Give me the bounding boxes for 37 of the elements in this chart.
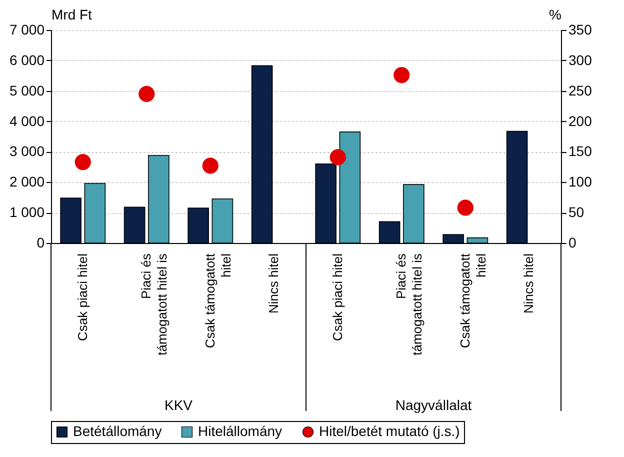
y-tick-label: 2 000 <box>9 174 45 190</box>
y-axis-title: Mrd Ft <box>52 6 92 22</box>
y-tick-label: 6 000 <box>9 52 45 68</box>
y-tick-label: 4 000 <box>9 112 45 129</box>
y2-tick-label: 150 <box>568 143 592 160</box>
y-tick-label: 5 000 <box>9 82 45 98</box>
x-tick-label: Piaci és támogatott hitel is <box>394 253 425 356</box>
x-tick-label: Nincs hitel <box>266 253 282 314</box>
y2-tick-label: 350 <box>568 22 592 38</box>
point <box>457 200 474 216</box>
legend-label: Hitel/betét mutató (j.s.) <box>319 423 460 439</box>
y-tick-label: 7 000 <box>9 22 45 38</box>
legend-label: Hitelállomány <box>198 423 282 439</box>
x-tick-label: Csak piaci hitel <box>330 253 345 341</box>
legend-label: Betétállomány <box>73 423 162 439</box>
x-tick-label: Piaci és támogatott hitel is <box>138 253 170 356</box>
y2-tick-label: 200 <box>568 112 592 129</box>
point <box>202 158 218 174</box>
y2-tick-label: 250 <box>568 82 592 98</box>
y-tick-label: 3 000 <box>9 143 45 160</box>
x-tick-label: Csak piaci hitel <box>74 253 90 341</box>
y2-tick-label: 0 <box>568 234 576 250</box>
x-tick-label: Nincs hitel <box>521 253 536 314</box>
point <box>74 154 91 170</box>
y2-tick-label: 50 <box>568 204 584 220</box>
x-tick-label: Csak támogatott hitel <box>202 253 234 348</box>
text: Nagyvállalat <box>395 397 472 413</box>
y2-tick-label: 300 <box>568 52 592 68</box>
y2-axis-title: % <box>549 6 562 22</box>
point <box>330 149 346 166</box>
y2-tick-label: 100 <box>568 174 592 190</box>
x-tick-label: Csak támogatott hitel <box>457 253 488 348</box>
point <box>394 66 410 84</box>
y-tick-label: 0 <box>36 234 45 250</box>
text: KKV <box>164 397 194 413</box>
point <box>138 86 155 102</box>
y-tick-label: 1 000 <box>9 204 45 220</box>
